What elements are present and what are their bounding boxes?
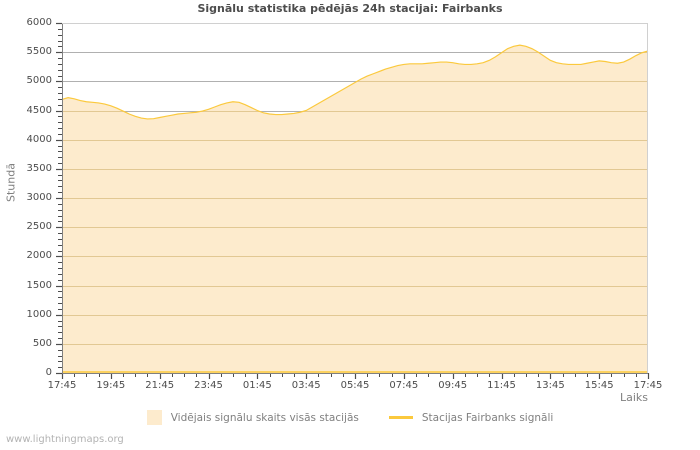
y-tick-label: 3500	[26, 162, 52, 174]
site-attribution: www.lightningmaps.org	[6, 434, 124, 445]
series-area-average-signals	[62, 45, 648, 374]
x-tick-label: 05:45	[340, 380, 370, 391]
x-tick-label: 09:45	[438, 380, 468, 391]
legend-item-fairbanks-signals: Stacijas Fairbanks signāli	[388, 411, 554, 424]
x-tick-label: 13:45	[535, 380, 565, 391]
y-tick-label: 2000	[26, 250, 52, 262]
y-tick-label: 5000	[26, 75, 52, 87]
x-tick-label: 03:45	[291, 380, 321, 391]
x-tick-label: 23:45	[194, 380, 223, 391]
y-minor-ticks	[56, 22, 62, 375]
y-tick-label: 1000	[26, 308, 52, 320]
y-tick-label: 2500	[26, 221, 52, 233]
x-tick-label: 07:45	[389, 380, 419, 391]
axis-frame	[62, 23, 648, 374]
chart-title: Signālu statistika pēdējās 24h stacijai:…	[197, 2, 503, 15]
y-tick-label: 4000	[26, 133, 52, 145]
line-swatch-icon	[388, 416, 413, 419]
x-tick-label: 01:45	[242, 380, 272, 391]
x-tick-label: 17:45	[47, 380, 77, 391]
area-swatch-icon	[146, 410, 162, 425]
x-tick-label: 11:45	[487, 380, 516, 391]
y-tick-label: 1500	[26, 279, 52, 291]
y-tick-label: 6000	[26, 17, 52, 28]
x-axis-title: Laiks	[619, 391, 648, 404]
chart-legend: Vidējais signālu skaits visās stacijās S…	[0, 410, 700, 425]
x-tick-label: 17:45	[633, 380, 663, 391]
legend-label-average-signals: Vidējais signālu skaits visās stacijās	[170, 411, 359, 424]
y-tick-label: 4500	[26, 104, 52, 116]
y-tick-label: 500	[32, 337, 52, 349]
y-tick-label: 0	[45, 367, 52, 378]
series-line-fairbanks-signals	[61, 44, 649, 373]
x-tick-label: 19:45	[96, 380, 126, 391]
x-tick-label: 15:45	[584, 380, 614, 391]
legend-label-fairbanks-signals: Stacijas Fairbanks signāli	[421, 411, 554, 424]
y-tick-label: 5500	[26, 46, 52, 58]
y-tick-label: 3000	[26, 192, 52, 203]
x-tick-label: 21:45	[145, 380, 175, 391]
legend-item-average-signals: Vidējais signālu skaits visās stacijās	[146, 410, 359, 425]
